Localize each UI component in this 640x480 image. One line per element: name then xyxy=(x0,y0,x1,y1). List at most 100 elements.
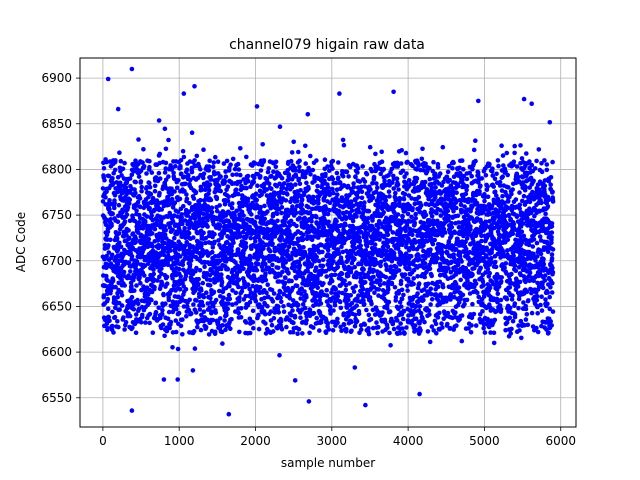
data-point xyxy=(297,263,303,268)
data-point xyxy=(298,315,303,321)
data-point xyxy=(263,277,269,283)
data-point xyxy=(115,261,121,267)
data-point xyxy=(213,297,219,303)
data-point xyxy=(255,214,260,220)
data-point xyxy=(229,248,234,253)
data-point xyxy=(463,191,469,197)
data-point xyxy=(373,151,378,157)
data-point xyxy=(370,181,375,186)
data-point xyxy=(286,172,292,177)
data-point xyxy=(252,293,258,299)
data-point xyxy=(327,207,332,213)
data-point xyxy=(207,182,213,187)
data-point xyxy=(315,285,321,291)
data-point xyxy=(122,160,127,166)
data-point xyxy=(131,307,137,312)
data-point xyxy=(300,302,306,307)
data-point xyxy=(152,188,158,194)
data-point xyxy=(400,326,405,331)
data-point xyxy=(453,310,458,315)
data-point xyxy=(404,325,409,330)
data-point xyxy=(211,160,217,165)
data-point xyxy=(126,260,132,265)
data-point xyxy=(243,320,249,325)
data-point xyxy=(134,208,139,213)
chart-title: channel079 higain raw data xyxy=(229,37,425,53)
data-point xyxy=(170,272,175,278)
data-point xyxy=(231,240,236,246)
data-point xyxy=(402,330,407,336)
data-point xyxy=(447,325,453,331)
data-point xyxy=(451,252,457,257)
data-point xyxy=(266,294,271,300)
data-point xyxy=(117,150,122,155)
data-point xyxy=(217,288,222,294)
data-point xyxy=(395,182,401,187)
data-point xyxy=(135,301,141,307)
data-point xyxy=(155,278,160,283)
data-point xyxy=(191,328,197,334)
data-point xyxy=(334,219,339,224)
data-point xyxy=(395,212,401,217)
data-point xyxy=(380,310,385,315)
data-point xyxy=(418,328,423,333)
data-point xyxy=(462,204,467,209)
data-point xyxy=(451,208,456,214)
data-point xyxy=(445,321,450,327)
data-point xyxy=(310,167,316,173)
data-point xyxy=(466,326,471,331)
data-point xyxy=(295,302,301,308)
data-point xyxy=(338,324,343,330)
data-point xyxy=(265,209,270,214)
data-point xyxy=(189,130,195,135)
data-point xyxy=(473,281,479,287)
data-point xyxy=(217,258,223,264)
data-point xyxy=(183,287,189,292)
data-point xyxy=(157,190,162,196)
data-point xyxy=(410,163,415,169)
data-point xyxy=(127,201,132,206)
data-point xyxy=(277,353,282,358)
data-point xyxy=(336,290,342,295)
data-point xyxy=(440,250,445,255)
data-point xyxy=(383,274,389,280)
data-point xyxy=(454,190,459,195)
data-point xyxy=(400,316,406,322)
data-point xyxy=(199,187,205,192)
data-point xyxy=(393,190,398,196)
data-point xyxy=(239,209,245,215)
data-point xyxy=(104,273,109,279)
data-point xyxy=(405,288,410,293)
data-point xyxy=(356,209,362,215)
data-point xyxy=(112,314,118,320)
data-point xyxy=(418,310,424,316)
data-point xyxy=(143,288,148,294)
data-point xyxy=(393,197,399,203)
data-point xyxy=(241,250,246,256)
data-point xyxy=(229,205,235,211)
data-point xyxy=(192,158,197,163)
data-point xyxy=(393,203,398,208)
data-point xyxy=(234,172,239,177)
data-point xyxy=(235,247,241,252)
data-point xyxy=(396,268,402,273)
data-point xyxy=(470,166,475,172)
data-point xyxy=(453,247,459,252)
data-point xyxy=(220,341,225,346)
data-point xyxy=(399,296,405,302)
data-point xyxy=(157,214,163,219)
data-point xyxy=(407,266,412,272)
data-point xyxy=(262,216,268,222)
data-point xyxy=(193,310,199,315)
data-point xyxy=(354,303,360,308)
data-point xyxy=(389,166,395,172)
data-point xyxy=(187,201,192,206)
data-point xyxy=(239,289,245,294)
data-point xyxy=(349,208,355,213)
data-point xyxy=(401,196,407,202)
data-point xyxy=(247,300,253,305)
data-point xyxy=(133,330,139,336)
data-point xyxy=(325,164,330,169)
data-point xyxy=(182,218,188,223)
data-point xyxy=(202,264,207,270)
